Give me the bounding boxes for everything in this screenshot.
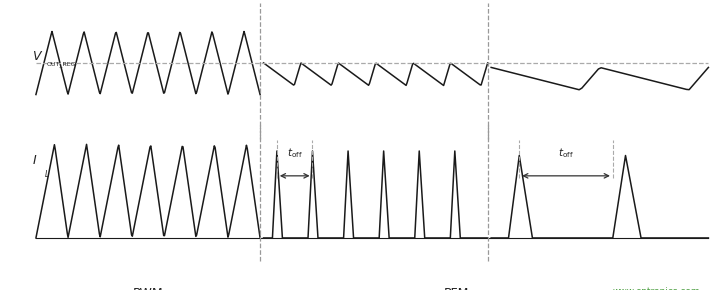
Text: PFM: PFM [444,287,469,290]
Text: $V$: $V$ [33,50,44,63]
Text: OUT_REG: OUT_REG [46,61,76,67]
Text: PWM: PWM [133,287,163,290]
Text: $t_{\rm off}$: $t_{\rm off}$ [558,146,574,160]
Text: $t_{\rm off}$: $t_{\rm off}$ [287,146,303,160]
Text: $L$: $L$ [44,168,50,179]
Text: $I$: $I$ [33,153,38,166]
Text: www.cntronics.com: www.cntronics.com [613,287,701,290]
